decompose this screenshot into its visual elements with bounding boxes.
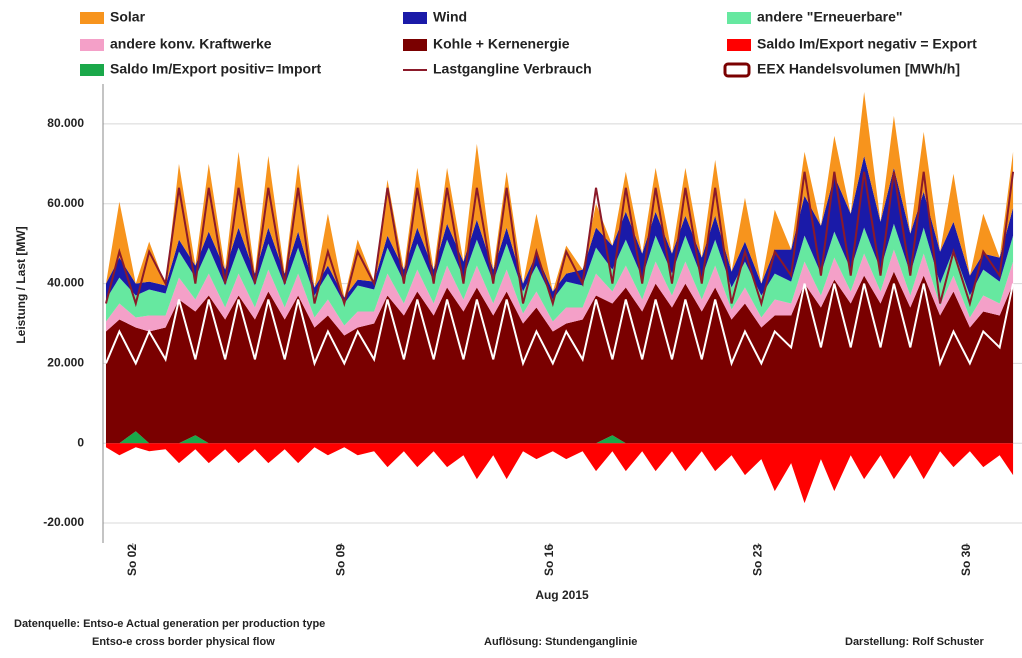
area [105,443,1014,504]
legend-label: EEX Handelsvolumen [MWh/h] [757,61,960,77]
legend-swatch [723,62,751,78]
legend-swatch [403,39,427,51]
area [105,271,1014,444]
area [105,431,1014,444]
y-tick-label: -20.000 [43,515,84,529]
x-tick-label: So 09 [333,544,347,576]
y-axis-label: Leistung / Last [MW] [14,226,28,343]
area [105,223,1014,326]
x-tick-label: So 02 [125,544,139,576]
y-tick-label: 60.000 [47,196,84,210]
area [105,91,1014,298]
y-tick-label: 80.000 [47,116,84,130]
x-tick-label: So 23 [751,544,765,576]
legend-swatch [727,12,751,24]
x-tick-label: So 30 [959,544,973,576]
x-tick-label: So 16 [542,544,556,576]
legend-swatch [80,12,104,24]
legend-label: Saldo Im/Export positiv= Import [110,61,322,77]
footer-source: Entso-e cross border physical flow [92,636,275,648]
legend-swatch [403,12,427,24]
legend-label: Solar [110,9,146,25]
legend-swatch [727,39,751,51]
line [105,171,1015,308]
area [105,155,1014,304]
footer-author: Darstellung: Rolf Schuster [845,636,984,648]
legend-label: Lastgangline Verbrauch [433,61,592,77]
y-tick-label: 20.000 [47,356,84,370]
footer-source: Datenquelle: Entso-e Actual generation p… [14,618,325,630]
axes: 80.000 60.000 40.000 20.000 0 -20.000 So 02 So … [43,84,973,576]
legend-swatch [80,64,104,76]
y-tick-label: 40.000 [47,276,84,290]
plot [105,91,1015,504]
legend-swatch [80,39,104,51]
legend-label: Wind [433,9,467,25]
y-tick-label: 0 [77,435,84,449]
legend-label: andere "Erneuerbare" [757,9,903,25]
legend-label: andere konv. Kraftwerke [110,36,272,52]
legend-label: Saldo Im/Export negativ = Export [757,36,977,52]
x-axis-label: Aug 2015 [535,588,589,602]
line [105,283,1015,367]
footer-resolution: Auflösung: Stundenganglinie [484,636,637,648]
legend: Solar Wind andere "Erneuerbare" andere konv… [80,9,977,78]
area [105,249,1014,336]
legend-label: Kohle + Kernenergie [433,36,570,52]
